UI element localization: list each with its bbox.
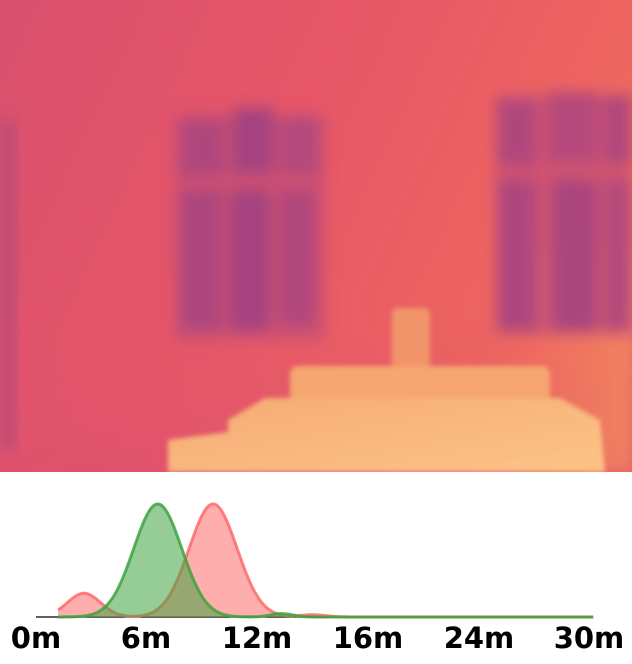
density-series-group <box>57 502 594 619</box>
x-axis-ticks: 0m 6m 12m 16m 24m 30m <box>11 621 624 655</box>
depth-left-edge <box>0 120 16 450</box>
density-area-green <box>58 504 594 617</box>
depth-map-image <box>0 0 632 472</box>
tick-label-0: 0m <box>11 621 61 655</box>
depth-density-chart: 0m 6m 12m 16m 24m 30m <box>11 502 624 655</box>
density-line-green <box>58 502 594 619</box>
tick-label-30: 30m <box>554 621 625 655</box>
tick-label-24: 24m <box>444 621 515 655</box>
depth-lamp <box>392 308 430 383</box>
tick-label-6: 6m <box>121 621 171 655</box>
tick-label-16: 16m <box>333 621 404 655</box>
depth-bed <box>168 366 605 472</box>
tick-label-12: 12m <box>222 621 293 655</box>
depth-window-left <box>175 108 325 340</box>
depth-window-right <box>495 92 632 335</box>
